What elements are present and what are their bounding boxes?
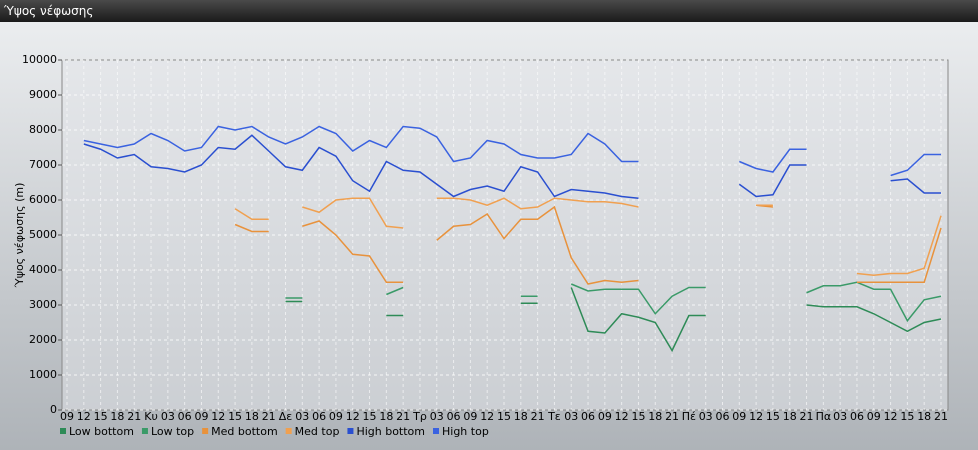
series-line bbox=[234, 197, 942, 277]
y-tick-label: 10000 bbox=[22, 53, 57, 66]
x-tick-label: 09 bbox=[463, 410, 477, 423]
x-tick-label: 18 bbox=[783, 410, 797, 423]
y-axis-label: Ύψος νέφωσης (m) bbox=[13, 183, 26, 289]
x-tick-label: 15 bbox=[631, 410, 645, 423]
x-tick-label: 03 bbox=[161, 410, 175, 423]
y-tick-label: 1000 bbox=[29, 368, 57, 381]
x-tick-label: 12 bbox=[615, 410, 629, 423]
legend-label: High top bbox=[442, 425, 489, 438]
x-tick-label: Πα bbox=[816, 410, 832, 423]
y-tick-label: 0 bbox=[50, 403, 57, 416]
legend-swatch bbox=[60, 428, 66, 434]
x-tick-label: 21 bbox=[934, 410, 948, 423]
x-tick-label: 03 bbox=[430, 410, 444, 423]
legend-label: Med top bbox=[295, 425, 340, 438]
y-tick-label: 5000 bbox=[29, 228, 57, 241]
x-tick-label: 15 bbox=[363, 410, 377, 423]
x-tick-label: 06 bbox=[581, 410, 595, 423]
x-tick-label: 15 bbox=[497, 410, 511, 423]
x-tick-label: 03 bbox=[833, 410, 847, 423]
legend-label: Low top bbox=[151, 425, 194, 438]
x-tick-label: 21 bbox=[800, 410, 814, 423]
legend-label: High bottom bbox=[356, 425, 425, 438]
series-line bbox=[285, 281, 942, 323]
x-tick-label: 21 bbox=[127, 410, 141, 423]
x-tick-label: 03 bbox=[564, 410, 578, 423]
x-tick-label: 18 bbox=[514, 410, 528, 423]
x-tick-label: Δε bbox=[279, 410, 293, 423]
legend-label: Med bottom bbox=[211, 425, 278, 438]
x-tick-label: 09 bbox=[329, 410, 343, 423]
x-tick-label: 12 bbox=[77, 410, 91, 423]
x-tick-label: 15 bbox=[228, 410, 242, 423]
series-line bbox=[83, 125, 941, 177]
x-tick-label: Κυ bbox=[144, 410, 158, 423]
x-tick-label: 18 bbox=[648, 410, 662, 423]
x-tick-label: 06 bbox=[312, 410, 326, 423]
chart: Ύψος νέφωσης (m) 0 1000 2000 3000 4000 5000 60… bbox=[13, 53, 949, 438]
x-tick-label: 21 bbox=[665, 410, 679, 423]
x-tick-label: 21 bbox=[262, 410, 276, 423]
y-tick-label: 3000 bbox=[29, 298, 57, 311]
legend-swatch bbox=[285, 428, 292, 434]
x-tick-label: 06 bbox=[716, 410, 730, 423]
x-tick-label: 12 bbox=[884, 410, 898, 423]
x-tick-label: 15 bbox=[766, 410, 780, 423]
x-tick-label: 09 bbox=[867, 410, 881, 423]
x-tick-label: 21 bbox=[531, 410, 545, 423]
x-tick-label: 18 bbox=[245, 410, 259, 423]
x-tick-label: Πέ bbox=[682, 410, 696, 423]
x-tick-label: 06 bbox=[447, 410, 461, 423]
x-tick-label: 18 bbox=[917, 410, 931, 423]
x-tick-label: 09 bbox=[60, 410, 74, 423]
series-line bbox=[234, 204, 942, 285]
x-tick-label: 15 bbox=[94, 410, 108, 423]
legend-swatch bbox=[141, 428, 148, 434]
x-tick-label: 09 bbox=[732, 410, 746, 423]
y-tick-label: 8000 bbox=[29, 123, 57, 136]
x-tick-label: 09 bbox=[194, 410, 208, 423]
x-tick-label: Τε bbox=[547, 410, 561, 423]
x-tick-label: 12 bbox=[480, 410, 494, 423]
x-tick-label: 18 bbox=[379, 410, 393, 423]
x-tick-label: 12 bbox=[346, 410, 360, 423]
x-tick-label: 12 bbox=[749, 410, 763, 423]
y-tick-label: 7000 bbox=[29, 158, 57, 171]
y-tick-label: 2000 bbox=[29, 333, 57, 346]
legend-swatch bbox=[347, 428, 354, 434]
legend-swatch bbox=[202, 428, 209, 434]
x-tick-label: Τρ bbox=[412, 410, 427, 423]
window-title: Ύψος νέφωσης bbox=[0, 0, 978, 22]
x-tick-label: 06 bbox=[178, 410, 192, 423]
x-tick-label: 18 bbox=[110, 410, 124, 423]
y-tick-label: 6000 bbox=[29, 193, 57, 206]
series-line bbox=[83, 134, 941, 199]
legend-swatch bbox=[433, 428, 439, 434]
legend-label: Low bottom bbox=[69, 425, 134, 438]
x-tick-label: 12 bbox=[211, 410, 225, 423]
x-tick-label: 06 bbox=[850, 410, 864, 423]
x-tick-label: 09 bbox=[598, 410, 612, 423]
x-tick-label: 21 bbox=[396, 410, 410, 423]
x-tick-label: 03 bbox=[295, 410, 309, 423]
y-tick-label: 4000 bbox=[29, 263, 57, 276]
y-tick-label: 9000 bbox=[29, 88, 57, 101]
series-line bbox=[285, 287, 942, 353]
x-tick-label: 03 bbox=[699, 410, 713, 423]
x-tick-label: 15 bbox=[900, 410, 914, 423]
